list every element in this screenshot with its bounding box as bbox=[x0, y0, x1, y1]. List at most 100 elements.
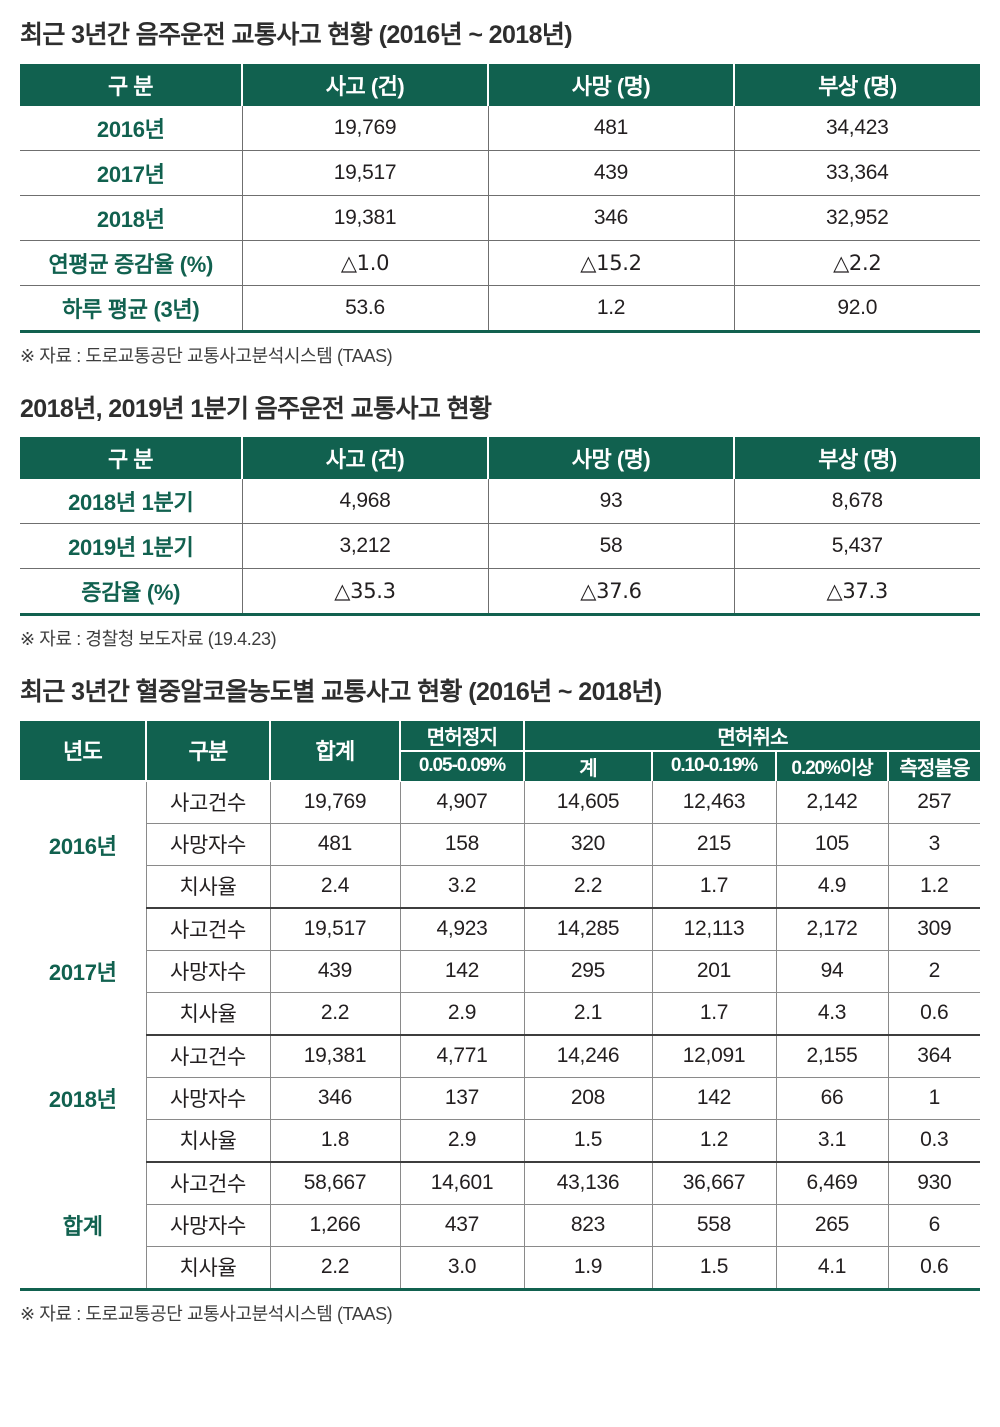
table3-cell-test-refusal: 2 bbox=[888, 950, 981, 993]
table3-year-label: 2016년 bbox=[20, 780, 147, 908]
table3-cell-bac-020-over: 2,155 bbox=[776, 1034, 889, 1078]
table-row: 사망자수 481 158 320 215 105 3 bbox=[20, 823, 981, 866]
table3-cell-revocation-total: 14,605 bbox=[524, 780, 653, 824]
table3-cell-revocation-total: 14,285 bbox=[524, 907, 653, 951]
table3-cell-test-refusal: 6 bbox=[888, 1204, 981, 1247]
table3-cell-bac-020-over: 6,469 bbox=[776, 1161, 889, 1205]
table3-cell-test-refusal: 0.6 bbox=[888, 992, 981, 1036]
table2-cell-deaths: 93 bbox=[488, 479, 735, 524]
table3-year-label-total: 합계 bbox=[20, 1161, 147, 1288]
table1-source-note: ※ 자료 : 도로교통공단 교통사고분석시스템 (TAAS) bbox=[20, 345, 393, 366]
table-row: 합계 사고건수 58,667 14,601 43,136 36,667 6,46… bbox=[20, 1161, 981, 1288]
table2-cell-deaths: △37.6 bbox=[488, 568, 735, 613]
table1-cell-accidents: 19,769 bbox=[242, 105, 489, 151]
table3-cell-revocation-total: 2.2 bbox=[524, 865, 653, 909]
table1-row-label: 하루 평균 (3년) bbox=[20, 285, 243, 330]
table3-cell-bac-010-019: 201 bbox=[652, 950, 777, 993]
table2-col-deaths: 사망 (명) bbox=[488, 437, 735, 479]
table3-cell-test-refusal: 364 bbox=[888, 1034, 981, 1078]
table2-cell-accidents: 3,212 bbox=[242, 523, 489, 569]
table3-col-license-suspension: 면허정지 bbox=[400, 720, 525, 752]
table3-cell-total: 439 bbox=[270, 950, 401, 993]
table3-cell-test-refusal: 1.2 bbox=[888, 865, 981, 909]
table3-row-label: 치사율 bbox=[146, 1246, 271, 1288]
table3-subcol-bac-010-019: 0.10-0.19% bbox=[652, 750, 777, 781]
table3-row-label: 사고건수 bbox=[146, 780, 271, 824]
table3-cell-bac-020-over: 105 bbox=[776, 823, 889, 866]
table-row: 2017년 사고건수 19,517 4,923 14,285 12,113 2,… bbox=[20, 907, 981, 1035]
table1-col-accidents: 사고 (건) bbox=[242, 63, 489, 106]
table3-cell-bac-005-009: 3.2 bbox=[400, 865, 525, 909]
table3-cell-total: 1,266 bbox=[270, 1204, 401, 1247]
table1-header-row: 구 분 사고 (건) 사망 (명) 부상 (명) bbox=[20, 63, 980, 106]
table3-cell-bac-020-over: 265 bbox=[776, 1204, 889, 1247]
table3-cell-total: 19,769 bbox=[270, 780, 401, 824]
table-row: 하루 평균 (3년) 53.6 1.2 92.0 bbox=[20, 285, 980, 330]
table2-header-row: 구 분 사고 (건) 사망 (명) 부상 (명) bbox=[20, 437, 980, 479]
table1-cell-deaths: 439 bbox=[488, 150, 735, 196]
table-drunk-driving-3years: 구 분 사고 (건) 사망 (명) 부상 (명) 2016년 19,769 48… bbox=[20, 63, 980, 330]
table1-body: 2016년 19,769 481 34,423 2017년 19,517 439… bbox=[20, 105, 980, 330]
table3-col-total: 합계 bbox=[270, 720, 401, 782]
table3-cell-test-refusal: 257 bbox=[888, 780, 981, 824]
table3-cell-revocation-total: 295 bbox=[524, 950, 653, 993]
table3-cell-bac-010-019: 1.7 bbox=[652, 865, 777, 909]
table3-row-label: 사망자수 bbox=[146, 823, 271, 866]
table3-row-label: 사망자수 bbox=[146, 1077, 271, 1120]
table2-row-label: 증감율 (%) bbox=[20, 568, 243, 613]
table3-cell-test-refusal: 0.3 bbox=[888, 1119, 981, 1163]
table-row: 2019년 1분기 3,212 58 5,437 bbox=[20, 523, 980, 569]
table3-year-label: 2018년 bbox=[20, 1034, 147, 1162]
table3-cell-revocation-total: 2.1 bbox=[524, 992, 653, 1036]
table3-cell-total: 2.2 bbox=[270, 992, 401, 1036]
table3-cell-total: 2.2 bbox=[270, 1246, 401, 1288]
table3-cell-bac-005-009: 158 bbox=[400, 823, 525, 866]
table3-cell-bac-005-009: 137 bbox=[400, 1077, 525, 1120]
table2-col-category: 구 분 bbox=[20, 437, 243, 479]
table3-cell-total: 58,667 bbox=[270, 1161, 401, 1205]
table2-row-label: 2019년 1분기 bbox=[20, 523, 243, 569]
table-row: 치사율 2.4 3.2 2.2 1.7 4.9 1.2 bbox=[20, 865, 981, 909]
table3-cell-bac-005-009: 142 bbox=[400, 950, 525, 993]
table3-row-label: 사망자수 bbox=[146, 950, 271, 993]
table-row: 2017년 19,517 439 33,364 bbox=[20, 150, 980, 196]
table-row: 2018년 1분기 4,968 93 8,678 bbox=[20, 479, 980, 524]
table2-cell-deaths: 58 bbox=[488, 523, 735, 569]
table1-cell-deaths: 481 bbox=[488, 105, 735, 151]
table3-cell-revocation-total: 1.5 bbox=[524, 1119, 653, 1163]
table3-row-label: 사고건수 bbox=[146, 907, 271, 951]
table3-subcol-revocation-total: 계 bbox=[524, 750, 653, 781]
table3-cell-bac-005-009: 2.9 bbox=[400, 1119, 525, 1163]
table3-row-label: 치사율 bbox=[146, 992, 271, 1036]
table3-cell-total: 2.4 bbox=[270, 865, 401, 909]
table2-bottom-rule bbox=[20, 613, 980, 616]
table2-col-accidents: 사고 (건) bbox=[242, 437, 489, 479]
table3-cell-bac-010-019: 36,667 bbox=[652, 1161, 777, 1205]
table2-cell-accidents: 4,968 bbox=[242, 479, 489, 524]
table3-header-row-1: 년도 구분 합계 면허정지 면허취소 bbox=[20, 720, 981, 782]
table3-cell-bac-010-019: 1.5 bbox=[652, 1246, 777, 1288]
table3-cell-bac-020-over: 4.3 bbox=[776, 992, 889, 1036]
table3-cell-revocation-total: 320 bbox=[524, 823, 653, 866]
table3-cell-bac-010-019: 12,463 bbox=[652, 780, 777, 824]
table-row: 사망자수 1,266 437 823 558 265 6 bbox=[20, 1204, 981, 1247]
table3-year-label: 2017년 bbox=[20, 907, 147, 1035]
table3-cell-bac-005-009: 4,907 bbox=[400, 780, 525, 824]
table1-cell-deaths: 346 bbox=[488, 195, 735, 241]
table3-col-category: 구분 bbox=[146, 720, 271, 782]
table3-cell-bac-010-019: 558 bbox=[652, 1204, 777, 1247]
table1-cell-accidents: 53.6 bbox=[242, 285, 489, 330]
table2-body: 2018년 1분기 4,968 93 8,678 2019년 1분기 3,212… bbox=[20, 479, 980, 613]
section-bac-level: 최근 3년간 혈중알코올농도별 교통사고 현황 (2016년 ~ 2018년) … bbox=[0, 651, 1000, 1326]
table2-cell-accidents: △35.3 bbox=[242, 568, 489, 613]
table2-cell-injuries: 8,678 bbox=[734, 479, 980, 524]
table1-cell-accidents: △1.0 bbox=[242, 240, 489, 286]
table-row: 2018년 19,381 346 32,952 bbox=[20, 195, 980, 241]
table3-row-label: 사고건수 bbox=[146, 1034, 271, 1078]
table1-cell-accidents: 19,381 bbox=[242, 195, 489, 241]
table1-cell-injuries: △2.2 bbox=[734, 240, 980, 286]
table3-cell-bac-005-009: 14,601 bbox=[400, 1161, 525, 1205]
table-row: 사망자수 439 142 295 201 94 2 bbox=[20, 950, 981, 993]
table3-cell-bac-010-019: 1.2 bbox=[652, 1119, 777, 1163]
table1-bottom-rule bbox=[20, 329, 980, 333]
